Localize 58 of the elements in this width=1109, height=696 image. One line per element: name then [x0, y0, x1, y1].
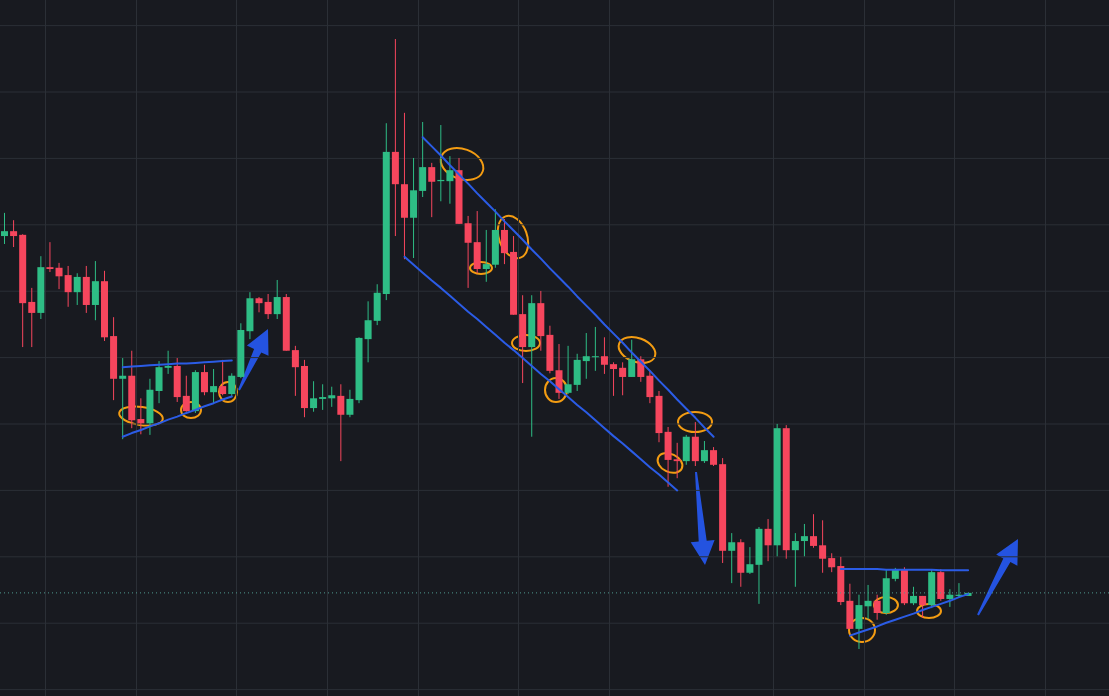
candlestick [200, 364, 208, 396]
candlestick [28, 287, 36, 348]
candlestick [828, 552, 836, 573]
candlestick [419, 121, 427, 198]
candlestick [582, 332, 590, 380]
candlestick [710, 446, 718, 467]
candlestick [791, 532, 799, 588]
candlestick [564, 345, 572, 395]
candlestick [746, 546, 754, 575]
candlestick [273, 279, 281, 320]
candlestick [264, 293, 272, 320]
candlestick [364, 300, 372, 363]
candlestick [555, 343, 563, 400]
candlestick [728, 532, 736, 584]
candlestick [855, 594, 863, 649]
candlestick [291, 345, 299, 397]
candlestick [310, 380, 318, 413]
candlestick [64, 265, 72, 308]
candlestick [155, 360, 163, 404]
candlestick [610, 361, 618, 397]
candlestick [446, 155, 454, 205]
candlestick [819, 519, 827, 574]
candlestick [428, 162, 436, 218]
candlestick [328, 386, 336, 408]
candlestick [591, 326, 599, 372]
candlestick [91, 260, 99, 321]
candlestick [619, 361, 627, 396]
candlestick [1, 212, 8, 245]
candlestick [464, 215, 472, 289]
candlestick [646, 369, 654, 404]
candlestick [182, 375, 190, 413]
candlestick [55, 262, 63, 290]
candlestick [210, 368, 218, 404]
candlestick [482, 229, 490, 283]
candlestick [628, 339, 636, 378]
candlestick [337, 383, 345, 462]
candlestick [255, 296, 263, 313]
candlestick [673, 442, 681, 479]
candlestick [910, 586, 918, 606]
candlestick [600, 336, 608, 375]
candlestick [137, 397, 145, 435]
candlestick [500, 218, 508, 265]
candlestick [873, 594, 881, 621]
candlestick [319, 383, 327, 411]
candlestick [219, 359, 227, 396]
candlestick [164, 350, 172, 375]
candlestick [73, 272, 81, 306]
candlestick [864, 584, 872, 620]
candlestick [119, 357, 127, 440]
candlestick [946, 588, 954, 608]
candlestick [810, 513, 818, 549]
candlestick [764, 518, 772, 562]
candlestick [10, 219, 18, 248]
candlestick [346, 389, 354, 418]
candlestick [700, 440, 708, 464]
candlestick [46, 241, 54, 273]
candlestick [228, 372, 236, 398]
candlestick [800, 523, 808, 557]
